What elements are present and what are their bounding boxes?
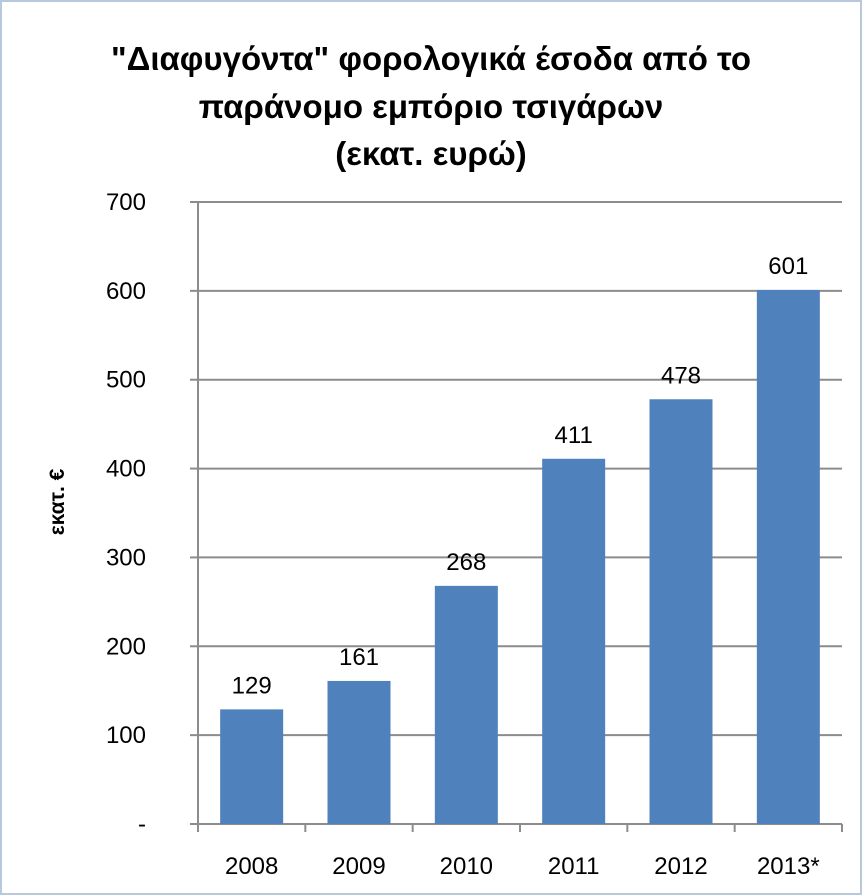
x-tick-label: 2010 — [440, 853, 493, 880]
y-tick-label: 600 — [106, 278, 146, 305]
data-label: 478 — [661, 362, 701, 389]
x-tick-label: 2013* — [757, 853, 820, 880]
bar-2013* — [756, 289, 820, 824]
x-tick-label: 2011 — [548, 853, 600, 880]
x-tick-label: 2012 — [654, 853, 707, 880]
data-label: 411 — [555, 422, 593, 449]
chart-title-line-2: παράνομο εμπόριο τσιγάρων — [198, 88, 664, 125]
x-tick-label: 2008 — [225, 853, 278, 880]
data-label: 129 — [232, 672, 272, 699]
y-tick-label: 500 — [106, 367, 146, 394]
data-label: 601 — [768, 253, 808, 280]
bar-2012 — [649, 399, 713, 824]
y-tick-label: - — [138, 811, 146, 838]
bar-2008 — [220, 709, 284, 824]
y-tick-label: 100 — [106, 722, 146, 749]
chart-title-line-3: (εκατ. ευρώ) — [335, 135, 527, 172]
data-label: 268 — [446, 549, 486, 576]
y-tick-label: 400 — [106, 456, 146, 483]
x-tick-label: 2009 — [332, 853, 385, 880]
chart-title-line-1: "Διαφυγόντα" φορολογικά έσοδα από το — [110, 40, 752, 77]
y-tick-label: 200 — [106, 633, 146, 660]
data-label: 161 — [339, 644, 379, 671]
y-tick-label: 300 — [106, 544, 146, 571]
y-tick-label: 700 — [106, 189, 146, 216]
bar-2011 — [542, 458, 606, 824]
bar-2010 — [434, 585, 498, 824]
bar-2009 — [327, 680, 391, 824]
